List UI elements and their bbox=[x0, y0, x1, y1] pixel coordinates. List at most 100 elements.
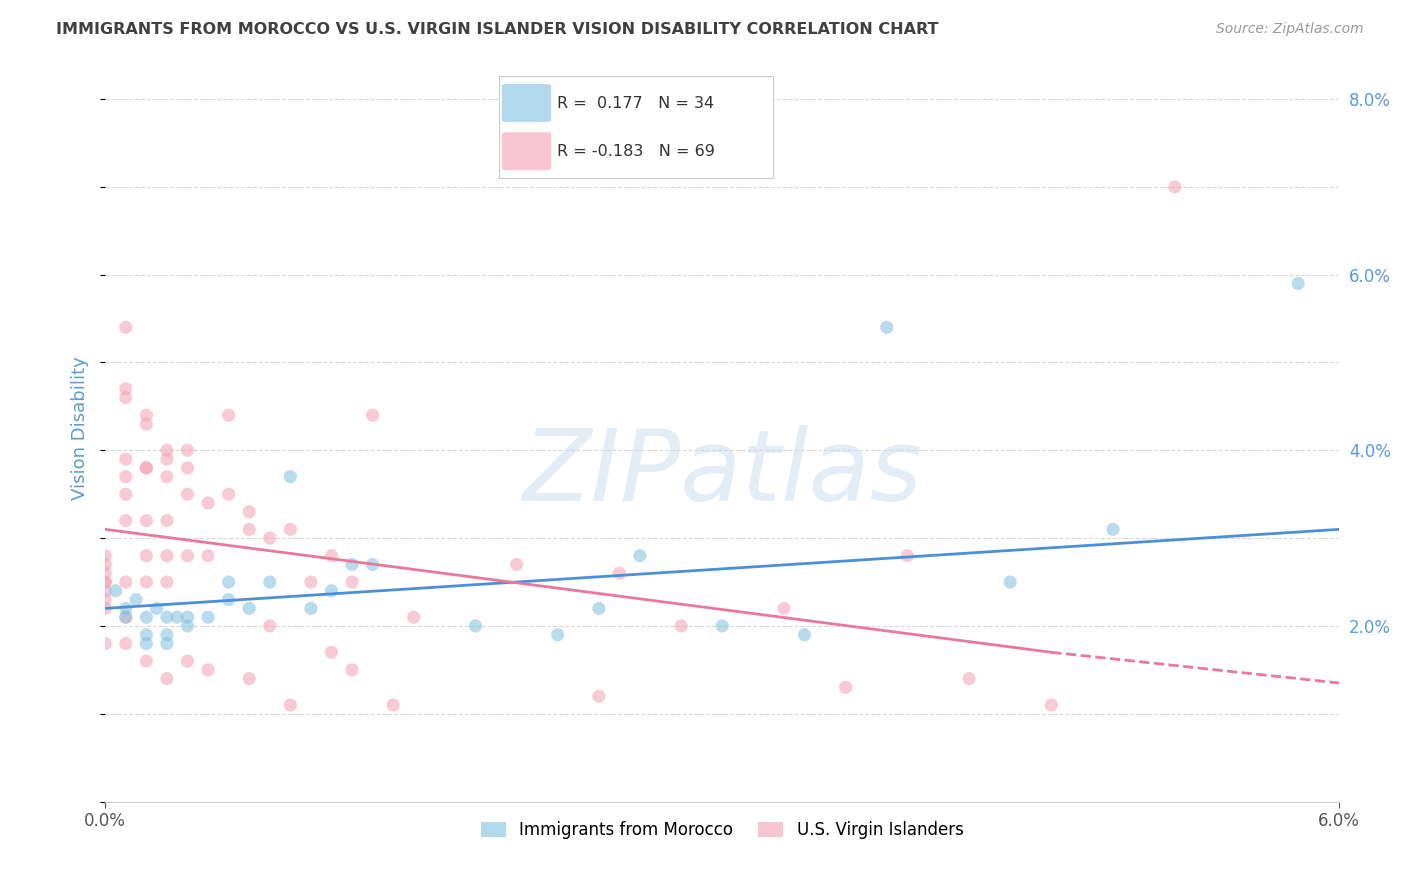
Point bbox=[94, 549, 117, 563]
Text: Source: ZipAtlas.com: Source: ZipAtlas.com bbox=[1216, 22, 1364, 37]
Point bbox=[114, 320, 136, 334]
Point bbox=[218, 575, 240, 590]
Point bbox=[94, 601, 117, 615]
Point bbox=[135, 514, 157, 528]
Point bbox=[135, 461, 157, 475]
Point bbox=[197, 663, 219, 677]
Text: ZIPatlas: ZIPatlas bbox=[522, 425, 922, 522]
Point bbox=[156, 452, 179, 467]
Point bbox=[176, 619, 198, 633]
Point bbox=[135, 461, 157, 475]
Y-axis label: Vision Disability: Vision Disability bbox=[72, 357, 89, 500]
Point bbox=[609, 566, 631, 581]
Point bbox=[588, 601, 610, 615]
Point bbox=[156, 514, 179, 528]
Point bbox=[773, 601, 796, 615]
Point bbox=[628, 549, 651, 563]
Point bbox=[711, 619, 734, 633]
Point bbox=[1040, 698, 1063, 712]
Text: R =  0.177   N = 34: R = 0.177 N = 34 bbox=[557, 95, 714, 111]
Point bbox=[896, 549, 918, 563]
Point bbox=[114, 636, 136, 650]
Point bbox=[505, 558, 527, 572]
Point bbox=[238, 601, 260, 615]
Point bbox=[135, 549, 157, 563]
Point bbox=[176, 610, 198, 624]
Point bbox=[135, 575, 157, 590]
Text: IMMIGRANTS FROM MOROCCO VS U.S. VIRGIN ISLANDER VISION DISABILITY CORRELATION CH: IMMIGRANTS FROM MOROCCO VS U.S. VIRGIN I… bbox=[56, 22, 939, 37]
Point bbox=[321, 645, 343, 659]
Point bbox=[278, 522, 301, 536]
Point bbox=[340, 663, 363, 677]
Point bbox=[1286, 277, 1309, 291]
Point bbox=[176, 487, 198, 501]
Point bbox=[166, 610, 188, 624]
Point bbox=[114, 382, 136, 396]
Point bbox=[135, 636, 157, 650]
Point bbox=[402, 610, 425, 624]
Point bbox=[361, 558, 384, 572]
Point bbox=[197, 610, 219, 624]
Point bbox=[156, 549, 179, 563]
Point bbox=[135, 417, 157, 431]
Point bbox=[156, 636, 179, 650]
Point bbox=[104, 583, 127, 598]
Point bbox=[176, 549, 198, 563]
Point bbox=[464, 619, 486, 633]
Point bbox=[135, 654, 157, 668]
Point bbox=[259, 619, 281, 633]
Point bbox=[114, 469, 136, 483]
Point bbox=[669, 619, 692, 633]
Point bbox=[114, 575, 136, 590]
Point bbox=[176, 461, 198, 475]
Point bbox=[114, 610, 136, 624]
Point bbox=[135, 408, 157, 422]
Point bbox=[114, 452, 136, 467]
Point bbox=[957, 672, 980, 686]
Point bbox=[197, 496, 219, 510]
Point bbox=[299, 601, 322, 615]
Point bbox=[135, 610, 157, 624]
Point bbox=[218, 592, 240, 607]
Point bbox=[340, 575, 363, 590]
Point bbox=[156, 610, 179, 624]
Point bbox=[998, 575, 1021, 590]
Point bbox=[125, 592, 148, 607]
Point bbox=[94, 558, 117, 572]
Point bbox=[834, 681, 856, 695]
Point bbox=[145, 601, 167, 615]
FancyBboxPatch shape bbox=[502, 84, 551, 122]
Legend: Immigrants from Morocco, U.S. Virgin Islanders: Immigrants from Morocco, U.S. Virgin Isl… bbox=[474, 814, 970, 846]
Point bbox=[361, 408, 384, 422]
Point bbox=[218, 408, 240, 422]
Point bbox=[1164, 179, 1187, 194]
Point bbox=[218, 487, 240, 501]
Point bbox=[259, 575, 281, 590]
Point bbox=[1102, 522, 1125, 536]
Point bbox=[94, 575, 117, 590]
Point bbox=[299, 575, 322, 590]
Point bbox=[156, 672, 179, 686]
Point bbox=[321, 583, 343, 598]
Point bbox=[135, 628, 157, 642]
Point bbox=[114, 391, 136, 405]
Point bbox=[94, 592, 117, 607]
Point bbox=[278, 469, 301, 483]
Point bbox=[156, 575, 179, 590]
Point bbox=[382, 698, 405, 712]
Point bbox=[156, 628, 179, 642]
Point bbox=[114, 514, 136, 528]
Point bbox=[321, 549, 343, 563]
Point bbox=[114, 610, 136, 624]
Point bbox=[876, 320, 898, 334]
Point bbox=[94, 575, 117, 590]
Point bbox=[238, 522, 260, 536]
Point bbox=[176, 443, 198, 458]
Point bbox=[94, 583, 117, 598]
Point bbox=[259, 531, 281, 545]
Point bbox=[238, 672, 260, 686]
Point bbox=[793, 628, 815, 642]
Point bbox=[547, 628, 569, 642]
Text: R = -0.183   N = 69: R = -0.183 N = 69 bbox=[557, 144, 714, 159]
Point bbox=[340, 558, 363, 572]
